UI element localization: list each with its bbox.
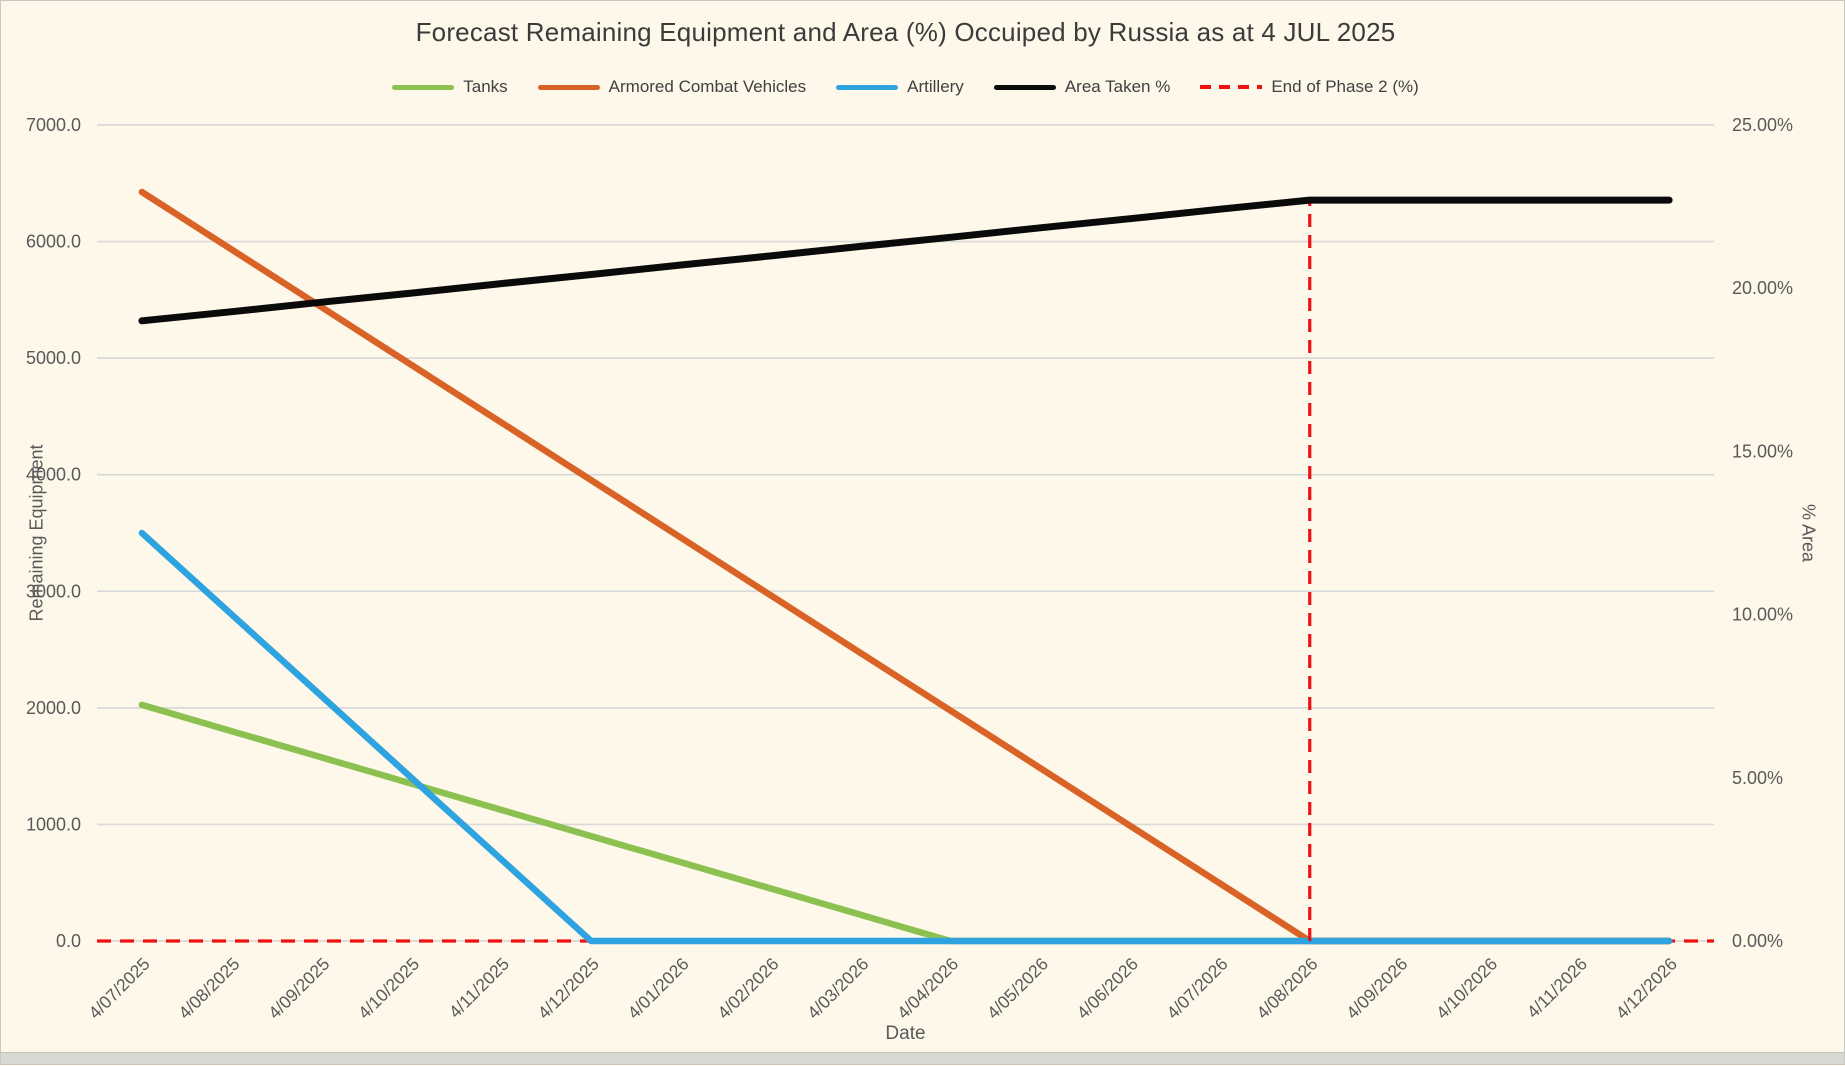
x-tick-label: 4/08/2025 <box>174 954 243 1023</box>
right-axis-tick-label: 15.00% <box>1732 441 1793 461</box>
legend-label: End of Phase 2 (%) <box>1271 77 1419 96</box>
legend-swatch-end-of-phase-2 <box>1200 85 1263 89</box>
window-edge <box>1 1052 1844 1064</box>
chart-title: Forecast Remaining Equipment and Area (%… <box>415 17 1396 47</box>
x-tick-label: 4/05/2026 <box>983 954 1052 1023</box>
series-line-artillery <box>138 529 1673 945</box>
x-tick-label: 4/01/2026 <box>624 954 693 1023</box>
left-axis-tick-label: 1000.0 <box>26 814 81 834</box>
x-tick-label: 4/12/2026 <box>1612 954 1681 1023</box>
x-tick-label: 4/02/2026 <box>713 954 782 1023</box>
legend-item-tanks: Tanks <box>392 77 508 97</box>
x-tick-label: 4/06/2026 <box>1073 954 1142 1023</box>
left-axis-tick-label: 4000.0 <box>26 465 81 485</box>
x-tick-label: 4/04/2026 <box>893 954 962 1023</box>
legend-label: Artillery <box>907 77 964 96</box>
right-axis-tick-label: 0.00% <box>1732 931 1783 951</box>
series-line-armored-combat-vehicles <box>138 188 1673 945</box>
left-axis-title: Remaining Equipment <box>26 444 47 622</box>
legend-item-artillery: Artillery <box>836 77 964 97</box>
right-axis-tick-label: 20.00% <box>1732 278 1793 298</box>
x-tick-label: 4/07/2025 <box>85 954 154 1023</box>
right-axis-title: % Area <box>1798 503 1819 563</box>
right-axis-tick-label: 25.00% <box>1732 115 1793 135</box>
left-axis-tick-label: 3000.0 <box>26 581 81 601</box>
x-tick-label: 4/10/2025 <box>354 954 423 1023</box>
x-tick-label: 4/12/2025 <box>534 954 603 1023</box>
legend-label: Armored Combat Vehicles <box>608 77 807 96</box>
left-axis-tick-label: 5000.0 <box>26 348 81 368</box>
legend-swatch-armored-combat-vehicles <box>537 84 600 90</box>
legend-swatch-area-taken <box>993 84 1056 90</box>
legend-item-end-of-phase-2: End of Phase 2 (%) <box>1200 77 1419 97</box>
right-axis-tick-label: 10.00% <box>1732 605 1793 625</box>
x-tick-label: 4/10/2026 <box>1432 954 1501 1023</box>
x-tick-label: 4/09/2026 <box>1342 954 1411 1023</box>
series-line-area-taken <box>138 196 1673 325</box>
left-axis-tick-label: 7000.0 <box>26 115 81 135</box>
legend-swatch-artillery <box>836 84 899 90</box>
legend: Tanks Armored Combat Vehicles Artillery Are… <box>97 77 1714 97</box>
x-tick-label: 4/03/2026 <box>803 954 872 1023</box>
x-tick-label: 4/11/2025 <box>445 954 513 1022</box>
x-tick-label: 4/11/2026 <box>1523 954 1591 1022</box>
legend-item-armored-combat-vehicles: Armored Combat Vehicles <box>537 77 807 97</box>
left-axis-tick-label: 0.0 <box>56 931 81 951</box>
right-axis-tick-label: 5.00% <box>1732 768 1783 788</box>
x-tick-label: 4/09/2025 <box>264 954 333 1023</box>
legend-label: Area Taken % <box>1064 77 1171 96</box>
legend-swatch-tanks <box>392 84 455 90</box>
x-tick-label: 4/07/2026 <box>1163 954 1232 1023</box>
x-tick-label: 4/08/2026 <box>1252 954 1321 1023</box>
legend-item-area-taken: Area Taken % <box>993 77 1171 97</box>
left-axis-tick-label: 2000.0 <box>26 698 81 718</box>
x-axis-title: Date <box>885 1023 926 1044</box>
left-axis-tick-label: 6000.0 <box>26 232 81 252</box>
legend-label: Tanks <box>463 77 508 96</box>
